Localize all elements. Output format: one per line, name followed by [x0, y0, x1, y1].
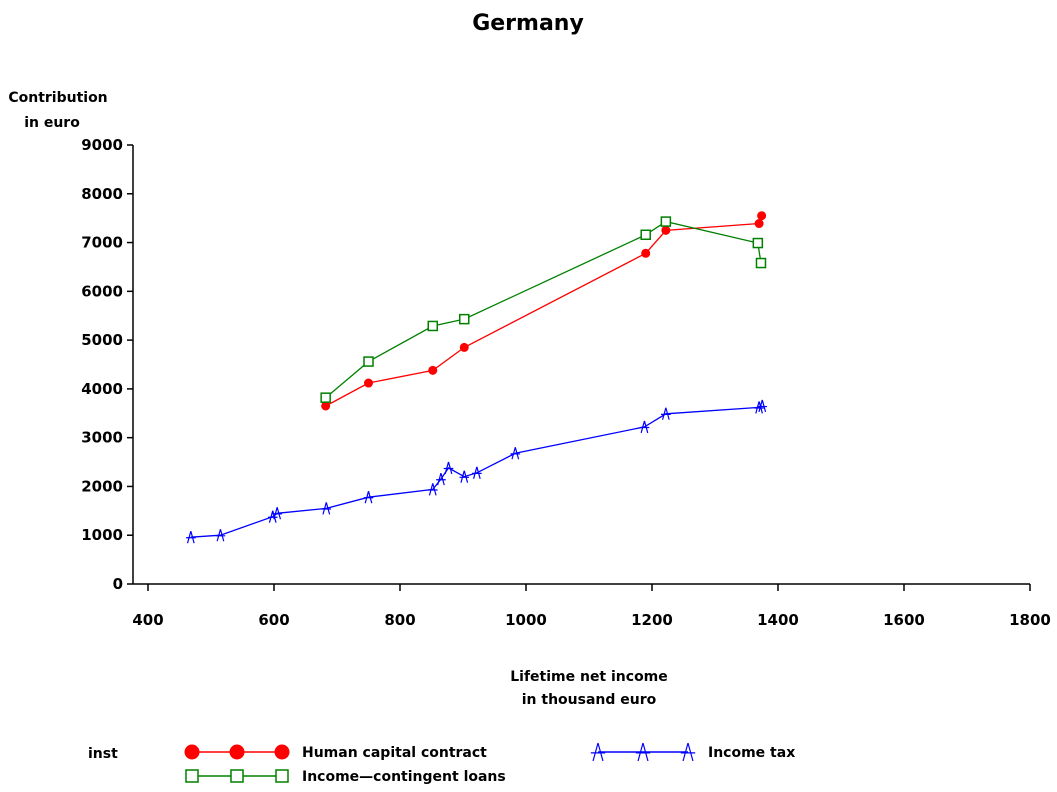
- chart-title: Germany: [472, 11, 584, 36]
- legend-item: Human capital contract: [184, 744, 487, 761]
- data-point: [754, 219, 764, 229]
- x-axis-label-line-1: Lifetime net income: [510, 669, 668, 685]
- data-point: [752, 237, 764, 249]
- data-point: [757, 211, 767, 221]
- data-point: [436, 472, 446, 486]
- y-tick-label: 3000: [81, 429, 123, 447]
- data-point: [661, 225, 671, 235]
- data-point: [472, 466, 482, 479]
- data-point: [459, 470, 470, 483]
- data-point: [364, 378, 373, 388]
- legend: inst Human capital contract Income—contin…: [88, 742, 795, 785]
- y-tick-label: 5000: [81, 331, 123, 349]
- y-tick-label: 0: [113, 575, 123, 593]
- y-tick-label: 8000: [81, 185, 123, 203]
- data-point: [321, 502, 332, 515]
- legend-marker: [230, 769, 244, 783]
- data-point: [215, 529, 226, 542]
- data-point: [757, 399, 768, 413]
- x-tick-label: 800: [384, 611, 415, 629]
- data-point: [363, 491, 374, 504]
- legend-item: Income—contingent loans: [185, 769, 506, 785]
- x-tick-label: 600: [258, 611, 289, 629]
- data-point: [427, 320, 439, 332]
- legend-marker: [185, 769, 199, 783]
- legend-marker: [184, 744, 200, 760]
- data-point: [321, 401, 331, 411]
- data-point: [661, 407, 671, 420]
- x-tick-label: 1800: [1009, 611, 1051, 629]
- legend-label: Income—contingent loans: [302, 769, 506, 785]
- x-axis-label-line-2: in thousand euro: [522, 692, 657, 708]
- x-tick-label: 1000: [505, 611, 547, 629]
- y-tick-label: 4000: [81, 380, 123, 398]
- legend-title: inst: [88, 746, 118, 762]
- data-point: [755, 257, 767, 269]
- legend-marker: [274, 744, 290, 760]
- data-point: [510, 447, 521, 460]
- series-line: [325, 215, 763, 407]
- y-axis-label-line-1: Contribution: [8, 90, 107, 106]
- x-tick-label: 1200: [631, 611, 673, 629]
- series-line: [325, 220, 762, 399]
- y-axis-label-line-2: in euro: [24, 115, 80, 131]
- legend-item: Income tax: [590, 742, 795, 762]
- x-tick-label: 400: [132, 611, 163, 629]
- series-0: [321, 211, 767, 411]
- data-point: [320, 392, 331, 403]
- y-tick-label: 6000: [81, 282, 123, 300]
- y-tick-label: 1000: [81, 526, 123, 544]
- data-point: [641, 248, 651, 258]
- series-1: [320, 216, 767, 403]
- legend-label: Human capital contract: [302, 745, 487, 761]
- axes: 0 1000 2000 3000 4000 5000 6000 7000 8000 9000 400…: [81, 136, 1051, 629]
- data-point: [427, 483, 438, 496]
- legend-marker: [635, 742, 651, 762]
- data-point: [186, 531, 196, 544]
- legend-marker: [229, 744, 245, 760]
- data-point: [443, 461, 454, 475]
- legend-marker: [590, 742, 606, 762]
- x-tick-label: 1400: [757, 611, 799, 629]
- data-point: [640, 229, 651, 241]
- series-group: [186, 211, 768, 544]
- y-tick-label: 7000: [81, 234, 123, 252]
- data-point: [660, 216, 672, 227]
- legend-label: Income tax: [708, 745, 795, 761]
- data-point: [363, 356, 374, 367]
- data-point: [459, 342, 469, 352]
- y-tick-label: 2000: [81, 477, 123, 495]
- data-point: [428, 365, 438, 375]
- legend-marker: [680, 742, 696, 762]
- x-tick-label: 1600: [883, 611, 925, 629]
- data-point: [639, 420, 650, 434]
- data-point: [459, 313, 470, 325]
- legend-marker: [275, 769, 289, 783]
- y-tick-label: 9000: [81, 136, 123, 154]
- series-2: [186, 399, 768, 544]
- data-point: [272, 507, 282, 520]
